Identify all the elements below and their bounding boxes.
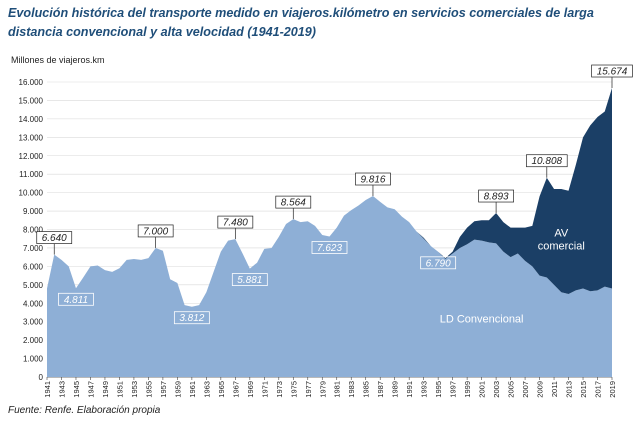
annotation-label: 6.640: [42, 233, 67, 244]
area-av-comercial: [47, 88, 612, 307]
x-tick-label: 1945: [72, 381, 81, 398]
annotation-box: [173, 311, 210, 325]
annotation-box: [231, 273, 268, 286]
y-tick-label: 7.000: [23, 244, 44, 253]
x-tick-label: 2007: [521, 381, 530, 398]
x-tick-label: 1949: [101, 381, 110, 398]
area-label: AV: [554, 228, 569, 240]
x-tick-label: 1947: [86, 381, 95, 398]
x-tick-label: 1987: [376, 381, 385, 398]
x-tick-label: 1967: [231, 381, 240, 398]
x-tick-label: 2009: [536, 381, 545, 398]
x-tick-label: 1965: [217, 381, 226, 398]
x-tick-label: 1977: [304, 381, 313, 398]
y-tick-label: 11.000: [19, 170, 43, 179]
y-tick-labels: 0 1.000 2.000 3.000 4.000 5.000 6.000 7.000 8.00…: [19, 78, 44, 382]
annotation-box: [591, 64, 633, 78]
x-tick-label: 1951: [115, 381, 124, 398]
x-tick-label: 1969: [246, 381, 255, 398]
x-tick-label: 2017: [594, 381, 603, 398]
x-tick-label: 1997: [449, 381, 458, 398]
y-tick-label: 0: [39, 373, 44, 382]
x-tick-label: 1979: [318, 381, 327, 398]
x-tick-label: 1999: [463, 381, 472, 398]
annotation-box: [275, 195, 312, 209]
y-axis-label: Millones de viajeros.km: [11, 55, 105, 65]
x-tick-label: 1991: [405, 381, 414, 398]
x-tick-label: 1971: [260, 381, 269, 398]
y-tick-label: 14.000: [19, 115, 44, 124]
y-tick-label: 4.000: [23, 299, 44, 308]
annotation-box: [217, 215, 254, 229]
x-tick-label: 1961: [188, 381, 197, 398]
annotation-label: 4.811: [64, 295, 88, 306]
y-tick-label: 13.000: [19, 133, 44, 142]
x-tick-label: 1963: [202, 381, 211, 398]
annotation-label: 5.881: [237, 275, 262, 286]
annotation-label: 7.623: [317, 243, 342, 254]
value-annotations: 6.640 4.811 7.000 3.812 7.480 5.881 8.564 7.623…: [36, 64, 633, 325]
x-tick-label: 2003: [492, 381, 501, 398]
x-tick-label: 1955: [144, 381, 153, 398]
y-tick-label: 8.000: [23, 226, 44, 235]
annotation-label: 6.790: [426, 258, 451, 269]
source-note: Fuente: Renfe. Elaboración propia: [8, 405, 161, 416]
x-tick-label: 1981: [333, 381, 342, 398]
chart-areas: [47, 88, 612, 377]
x-tick-label: 1943: [57, 381, 66, 398]
annotation-label: 10.808: [532, 156, 563, 167]
area-label: LD Convencional: [440, 313, 524, 325]
annotation-box: [311, 241, 348, 254]
x-tick-label: 1989: [391, 381, 400, 398]
x-tick-label: 1975: [289, 381, 298, 398]
x-tick-label: 1993: [420, 381, 429, 398]
annotation-box: [526, 154, 568, 168]
x-tick-label: 2015: [579, 381, 588, 398]
annotation-box: [478, 189, 514, 203]
x-tick-label: 1957: [159, 381, 168, 398]
annotation-box: [58, 292, 94, 306]
y-tick-label: 12.000: [19, 152, 44, 161]
annotation-label: 9.816: [360, 175, 385, 186]
annotation-box: [137, 224, 174, 238]
annotation-label: 7.480: [223, 218, 248, 229]
x-tick-label: 1983: [347, 381, 356, 398]
x-tick-label: 1953: [130, 381, 139, 398]
annotation-label: 8.564: [281, 198, 306, 209]
area-label: comercial: [538, 241, 585, 253]
y-tick-label: 16.000: [19, 78, 44, 87]
annotation-label: 8.893: [484, 192, 509, 203]
y-tick-label: 1.000: [23, 355, 44, 364]
y-tick-label: 15.000: [19, 96, 44, 105]
x-tick-label: 2019: [608, 381, 617, 398]
x-tick-label: 2005: [507, 381, 516, 398]
x-tick-label: 1959: [173, 381, 182, 398]
y-tick-label: 5.000: [23, 281, 44, 290]
x-tick-label: 1985: [362, 381, 371, 398]
x-tick-labels: 1941 1943 1945 1947 1949 1951 1953 1955 1957 1959…: [43, 377, 617, 398]
annotation-box: [420, 256, 457, 270]
x-tick-label: 2001: [478, 381, 487, 398]
chart-title: Evolución histórica del transporte medid…: [8, 6, 594, 39]
annotation-label: 3.812: [179, 313, 204, 324]
y-tick-label: 6.000: [23, 262, 44, 271]
y-tick-label: 9.000: [23, 207, 44, 216]
annotation-label: 7.000: [143, 226, 168, 237]
area-ld-convencional: [47, 196, 612, 377]
x-tick-label: 1995: [434, 381, 443, 398]
y-tick-label: 10.000: [19, 189, 44, 198]
y-tick-label: 2.000: [23, 336, 44, 345]
x-tick-label: 2013: [565, 381, 574, 398]
x-tick-label: 1941: [43, 381, 52, 398]
x-tick-label: 2011: [550, 381, 559, 397]
annotation-box: [355, 172, 391, 186]
annotation-box: [36, 231, 73, 244]
annotation-label: 15.674: [597, 67, 628, 78]
x-tick-label: 1973: [275, 381, 284, 398]
y-tick-label: 3.000: [23, 318, 44, 327]
